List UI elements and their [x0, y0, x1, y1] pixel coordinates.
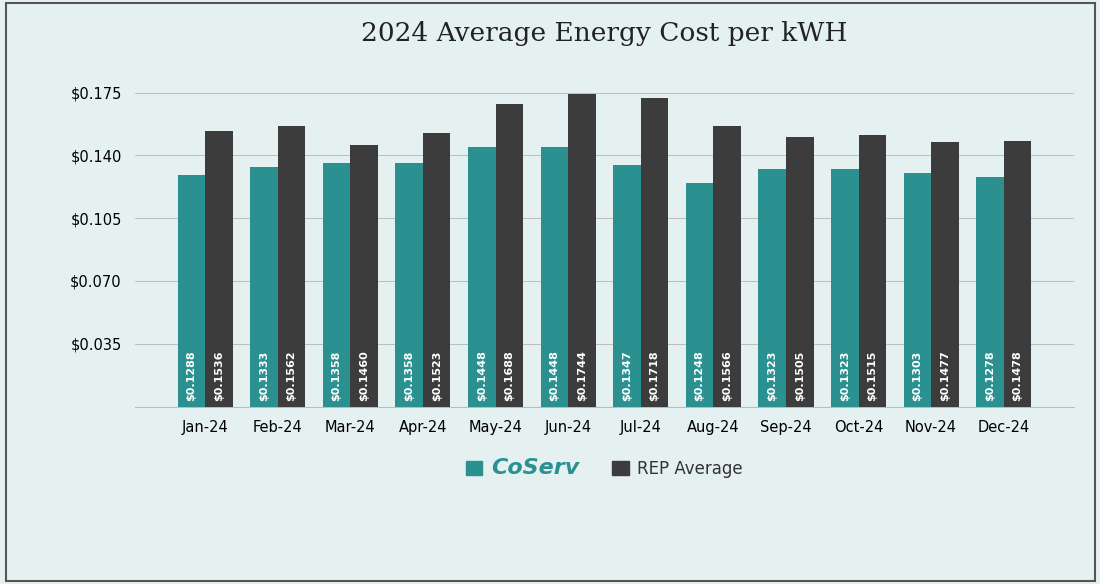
Title: 2024 Average Energy Cost per kWH: 2024 Average Energy Cost per kWH — [361, 21, 848, 46]
Text: $0.1460: $0.1460 — [359, 350, 370, 401]
Bar — [540, 147, 568, 406]
Text: $0.1347: $0.1347 — [621, 350, 631, 401]
Bar — [422, 133, 451, 406]
Bar — [976, 178, 1003, 406]
Bar — [858, 135, 887, 406]
Text: $0.1562: $0.1562 — [286, 350, 297, 401]
Text: $0.1248: $0.1248 — [694, 350, 704, 401]
Bar — [350, 145, 378, 406]
Text: $0.1303: $0.1303 — [912, 351, 922, 401]
Bar — [830, 169, 858, 406]
Legend: CoServ, REP Average: CoServ, REP Average — [459, 451, 750, 485]
Bar — [568, 93, 596, 406]
Text: $0.1358: $0.1358 — [404, 351, 414, 401]
Text: $0.1358: $0.1358 — [331, 351, 341, 401]
Text: $0.1523: $0.1523 — [431, 351, 442, 401]
Bar — [205, 131, 233, 406]
Text: $0.1536: $0.1536 — [213, 350, 224, 401]
Text: $0.1505: $0.1505 — [794, 351, 805, 401]
Text: $0.1278: $0.1278 — [984, 350, 994, 401]
Bar — [713, 126, 741, 406]
Text: $0.1323: $0.1323 — [767, 351, 777, 401]
Bar — [903, 173, 931, 406]
Bar — [395, 163, 422, 406]
Text: $0.1515: $0.1515 — [867, 351, 878, 401]
Bar — [785, 137, 814, 406]
Bar — [931, 141, 959, 406]
Bar — [468, 147, 495, 406]
Bar — [640, 98, 669, 406]
Text: $0.1323: $0.1323 — [839, 351, 849, 401]
Bar — [250, 168, 277, 406]
Text: $0.1288: $0.1288 — [186, 350, 196, 401]
Bar — [322, 163, 350, 406]
Bar — [613, 165, 640, 406]
Bar — [177, 175, 205, 406]
Bar — [758, 169, 785, 406]
Text: $0.1333: $0.1333 — [258, 351, 268, 401]
Text: $0.1448: $0.1448 — [476, 350, 486, 401]
Text: $0.1718: $0.1718 — [649, 350, 660, 401]
Text: $0.1566: $0.1566 — [722, 350, 733, 401]
Text: $0.1744: $0.1744 — [576, 350, 587, 401]
Text: $0.1478: $0.1478 — [1012, 350, 1023, 401]
Bar — [1003, 141, 1032, 406]
Text: $0.1477: $0.1477 — [939, 350, 950, 401]
Bar — [495, 104, 524, 406]
Bar — [685, 183, 713, 406]
Text: $0.1448: $0.1448 — [549, 350, 559, 401]
Bar — [277, 126, 306, 406]
Text: $0.1688: $0.1688 — [504, 350, 515, 401]
